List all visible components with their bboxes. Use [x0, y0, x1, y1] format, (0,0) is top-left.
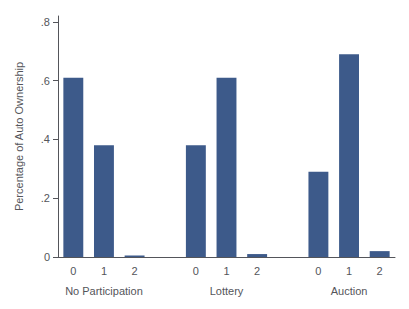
svg-text:2: 2: [377, 265, 383, 277]
svg-text:2: 2: [254, 265, 260, 277]
svg-text:1: 1: [346, 265, 352, 277]
svg-text:.8: .8: [41, 16, 50, 28]
svg-text:1: 1: [101, 265, 107, 277]
svg-text:0: 0: [193, 265, 199, 277]
svg-text:2: 2: [132, 265, 138, 277]
svg-text:Percentage of Auto Ownership: Percentage of Auto Ownership: [13, 62, 25, 211]
svg-text:0: 0: [44, 251, 50, 263]
svg-text:No Participation: No Participation: [65, 285, 143, 297]
svg-text:0: 0: [70, 265, 76, 277]
svg-text:.2: .2: [41, 192, 50, 204]
svg-text:.6: .6: [41, 75, 50, 87]
svg-text:Auction: Auction: [331, 285, 368, 297]
svg-text:Lottery: Lottery: [210, 285, 244, 297]
svg-text:0: 0: [315, 265, 321, 277]
svg-text:.4: .4: [41, 133, 50, 145]
svg-text:1: 1: [223, 265, 229, 277]
